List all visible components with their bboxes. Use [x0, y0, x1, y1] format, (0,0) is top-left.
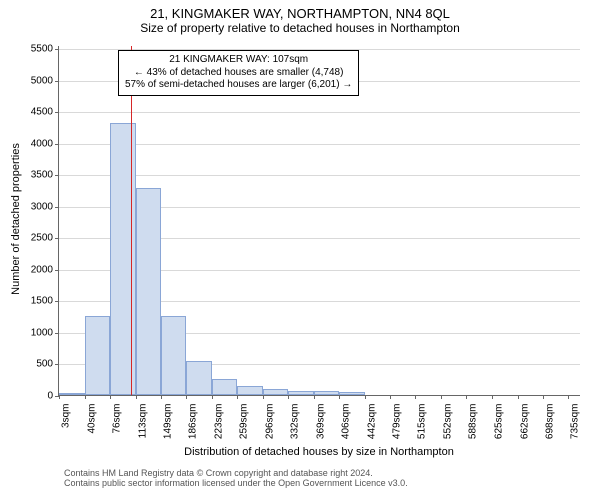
- xtick-mark: [339, 395, 340, 399]
- chart-sub-title: Size of property relative to detached ho…: [0, 21, 600, 35]
- xtick-mark: [136, 395, 137, 399]
- xtick-label: 625sqm: [487, 404, 504, 440]
- xtick-mark: [518, 395, 519, 399]
- histogram-bar: [263, 389, 288, 395]
- histogram-bar: [339, 392, 364, 395]
- xtick-label: 332sqm: [283, 404, 300, 440]
- xtick-mark: [59, 395, 60, 399]
- histogram-bar: [237, 386, 263, 395]
- xtick-mark: [288, 395, 289, 399]
- xtick-label: 662sqm: [513, 404, 530, 440]
- xtick-label: 223sqm: [208, 404, 225, 440]
- xtick-mark: [161, 395, 162, 399]
- ytick-label: 2500: [31, 233, 59, 244]
- xtick-mark: [314, 395, 315, 399]
- footer-credits: Contains HM Land Registry data © Crown c…: [64, 468, 408, 488]
- histogram-bar: [314, 391, 340, 395]
- annotation-line-2: ← 43% of detached houses are smaller (4,…: [125, 67, 352, 80]
- gridline: [59, 175, 580, 176]
- histogram-bar: [186, 361, 212, 395]
- xtick-label: 406sqm: [335, 404, 352, 440]
- histogram-bar: [161, 316, 187, 395]
- xtick-label: 735sqm: [564, 404, 581, 440]
- xtick-mark: [186, 395, 187, 399]
- xtick-label: 113sqm: [131, 404, 148, 439]
- gridline: [59, 144, 580, 145]
- xtick-label: 40sqm: [80, 404, 97, 434]
- ytick-label: 5000: [31, 75, 59, 86]
- xtick-mark: [110, 395, 111, 399]
- xtick-mark: [543, 395, 544, 399]
- chart-super-title: 21, KINGMAKER WAY, NORTHAMPTON, NN4 8QL: [0, 0, 600, 21]
- histogram-bar: [85, 316, 110, 395]
- footer-line-1: Contains HM Land Registry data © Crown c…: [64, 468, 408, 478]
- ytick-label: 4500: [31, 107, 59, 118]
- ytick-label: 3000: [31, 201, 59, 212]
- xtick-label: 698sqm: [538, 404, 555, 440]
- xtick-label: 479sqm: [386, 404, 403, 440]
- xtick-label: 3sqm: [55, 404, 72, 428]
- y-axis-label: Number of detached properties: [10, 139, 22, 299]
- ytick-label: 3500: [31, 170, 59, 181]
- xtick-label: 296sqm: [258, 404, 275, 440]
- xtick-mark: [85, 395, 86, 399]
- xtick-mark: [466, 395, 467, 399]
- xtick-mark: [263, 395, 264, 399]
- xtick-mark: [415, 395, 416, 399]
- xtick-label: 76sqm: [105, 404, 122, 434]
- xtick-label: 515sqm: [411, 404, 428, 440]
- annotation-box: 21 KINGMAKER WAY: 107sqm ← 43% of detach…: [118, 50, 359, 96]
- xtick-label: 442sqm: [360, 404, 377, 440]
- plot-area: 0500100015002000250030003500400045005000…: [58, 46, 580, 396]
- xtick-mark: [492, 395, 493, 399]
- xtick-label: 259sqm: [233, 404, 250, 440]
- xtick-mark: [568, 395, 569, 399]
- ytick-label: 1500: [31, 296, 59, 307]
- ytick-label: 5500: [31, 44, 59, 55]
- xtick-mark: [365, 395, 366, 399]
- annotation-line-1: 21 KINGMAKER WAY: 107sqm: [125, 54, 352, 67]
- x-axis-label: Distribution of detached houses by size …: [58, 446, 580, 458]
- ytick-label: 500: [36, 359, 59, 370]
- ytick-label: 4000: [31, 138, 59, 149]
- gridline: [59, 112, 580, 113]
- histogram-bar: [59, 393, 85, 395]
- ytick-label: 0: [47, 391, 59, 402]
- xtick-label: 588sqm: [462, 404, 479, 440]
- xtick-mark: [390, 395, 391, 399]
- xtick-label: 186sqm: [182, 404, 199, 440]
- plot-wrap: 0500100015002000250030003500400045005000…: [58, 46, 580, 396]
- ytick-label: 2000: [31, 264, 59, 275]
- ytick-label: 1000: [31, 327, 59, 338]
- footer-line-2: Contains public sector information licen…: [64, 478, 408, 488]
- xtick-mark: [441, 395, 442, 399]
- histogram-bar: [288, 391, 314, 395]
- marker-line: [131, 46, 132, 395]
- xtick-mark: [212, 395, 213, 399]
- xtick-label: 369sqm: [309, 404, 326, 440]
- xtick-label: 149sqm: [156, 404, 173, 440]
- xtick-mark: [237, 395, 238, 399]
- xtick-label: 552sqm: [437, 404, 454, 440]
- annotation-line-3: 57% of semi-detached houses are larger (…: [125, 79, 352, 92]
- histogram-bar: [212, 379, 237, 395]
- histogram-bar: [136, 188, 161, 395]
